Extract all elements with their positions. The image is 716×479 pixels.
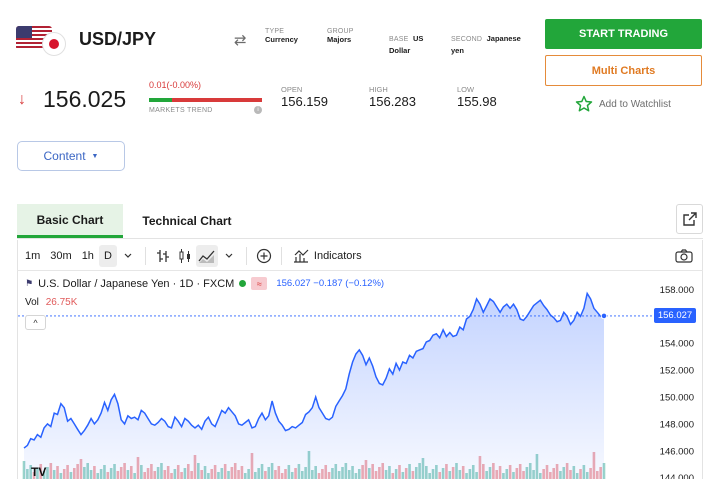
- last-price-dot: [600, 312, 608, 320]
- tradingview-logo-icon: TV: [31, 465, 47, 479]
- price-line: [23, 291, 605, 449]
- chart-legend: ⚑ U.S. Dollar / Japanese Yen · 1D · FXCM…: [25, 277, 384, 290]
- markets-trend-label: MARKETS TREND: [149, 107, 213, 114]
- y-tick-label: 144.000: [660, 473, 694, 479]
- price-change: 0.01(-0.00%): [149, 80, 202, 90]
- area-chart-type-icon[interactable]: [195, 244, 218, 267]
- stat-open-value: 156.159: [281, 94, 328, 109]
- meta-second-value-inline: Japanese: [486, 34, 521, 43]
- interval-1h[interactable]: 1h: [81, 249, 94, 262]
- tab-technical-chart[interactable]: Technical Chart: [142, 214, 232, 228]
- toolbar-separator: [144, 246, 146, 265]
- stat-open: OPEN 156.159: [281, 85, 328, 109]
- meta-type: TYPE Currency: [265, 28, 298, 44]
- price-chart[interactable]: 158.000156.000154.000152.000150.000148.0…: [18, 272, 702, 479]
- meta-base-label: BASE: [389, 36, 409, 43]
- camera-icon[interactable]: [673, 245, 695, 267]
- watchlist-label: Add to Watchlist: [599, 98, 671, 110]
- star-icon: [575, 95, 593, 112]
- current-price: 156.025: [43, 86, 127, 112]
- stat-high-value: 156.283: [369, 94, 416, 109]
- legend-values: 156.027 −0.187 (−0.12%): [276, 278, 385, 289]
- interval-chevron-down-icon[interactable]: [117, 245, 139, 267]
- interval-30m[interactable]: 30m: [50, 249, 72, 262]
- interval-d[interactable]: D: [98, 244, 117, 267]
- content-dropdown[interactable]: Content ▼: [17, 141, 125, 171]
- meta-base-value: Dollar: [389, 46, 411, 55]
- meta-base: BASE US Dollar: [389, 28, 423, 55]
- meta-type-value: Currency: [265, 35, 298, 44]
- tab-basic-chart[interactable]: Basic Chart: [17, 204, 123, 238]
- market-open-dot: [239, 280, 247, 287]
- collapse-legend-button[interactable]: ^: [25, 315, 46, 330]
- indicators-button[interactable]: Indicators: [288, 245, 367, 267]
- stat-low: LOW 155.98: [457, 85, 497, 109]
- candles-chart-type-icon[interactable]: [174, 245, 196, 267]
- y-tick-label: 158.000: [660, 285, 694, 296]
- wave-badge-icon: ≈: [251, 277, 268, 290]
- meta-base-value-inline: US: [412, 34, 424, 43]
- meta-second-value: yen: [451, 46, 464, 55]
- indicators-icon: [293, 249, 309, 263]
- y-tick-label: 148.000: [660, 419, 694, 430]
- y-tick-label: 152.000: [660, 366, 694, 377]
- meta-second: SECOND Japanese yen: [451, 28, 521, 55]
- bar-chart-type-icon[interactable]: [152, 245, 174, 267]
- volume-value: 26.75K: [45, 297, 78, 308]
- meta-group: GROUP Majors: [327, 28, 354, 44]
- multi-charts-button[interactable]: Multi Charts: [545, 55, 702, 86]
- legend-symbol: U.S. Dollar / Japanese Yen · 1D · FXCM: [38, 277, 235, 290]
- meta-type-label: TYPE: [265, 28, 285, 35]
- volume-label: Vol: [25, 297, 39, 308]
- y-tick-label: 150.000: [660, 392, 694, 403]
- stat-high-label: HIGH: [369, 85, 388, 94]
- indicators-label: Indicators: [313, 249, 362, 262]
- y-tick-label: 154.000: [660, 339, 694, 350]
- add-compare-icon[interactable]: [253, 245, 275, 267]
- stat-low-label: LOW: [457, 85, 475, 94]
- start-trading-button[interactable]: START TRADING: [545, 19, 702, 49]
- chart-toolbar: 1m 30m 1h D Indicators: [17, 241, 703, 271]
- instrument-title: USD/JPY: [79, 29, 157, 49]
- us-flag-small-icon: ⚑: [25, 278, 34, 288]
- y-tick-label: 146.000: [660, 446, 694, 457]
- arrow-down-icon: ↓: [18, 91, 26, 108]
- open-external-button[interactable]: [676, 204, 703, 234]
- chart-type-chevron-down-icon[interactable]: [218, 245, 240, 267]
- meta-group-value: Majors: [327, 35, 352, 44]
- markets-trend-bar: [149, 98, 262, 102]
- add-to-watchlist-button[interactable]: Add to Watchlist: [575, 95, 671, 113]
- last-price-tag: 156.027: [654, 308, 696, 323]
- tabs-divider: [17, 238, 703, 239]
- price-area: [24, 293, 604, 479]
- japan-flag-icon: [42, 32, 66, 56]
- external-link-icon: [682, 212, 697, 226]
- swap-icon[interactable]: ⇄: [234, 32, 247, 49]
- stat-open-label: OPEN: [281, 85, 303, 94]
- caret-down-icon: ▼: [91, 152, 99, 160]
- stat-high: HIGH 156.283: [369, 85, 416, 109]
- toolbar-separator: [245, 246, 247, 265]
- stat-low-value: 155.98: [457, 94, 497, 109]
- toolbar-separator: [280, 246, 282, 265]
- volume-legend: Vol 26.75K: [25, 297, 77, 308]
- info-icon[interactable]: i: [254, 106, 262, 114]
- meta-group-label: GROUP: [327, 28, 354, 35]
- meta-second-label: SECOND: [451, 36, 483, 43]
- currency-flags: [16, 26, 66, 56]
- interval-1m[interactable]: 1m: [25, 249, 41, 262]
- content-dropdown-label: Content: [43, 149, 86, 163]
